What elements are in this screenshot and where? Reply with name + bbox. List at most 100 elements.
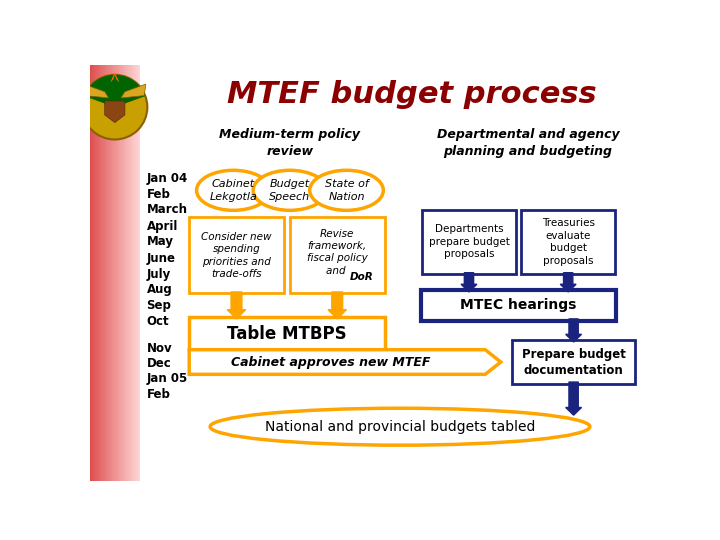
Bar [96, 65, 97, 481]
Bar [103, 65, 104, 481]
Text: March: March [147, 203, 188, 216]
Text: Prepare budget
documentation: Prepare budget documentation [522, 348, 626, 376]
Bar [109, 65, 110, 481]
Circle shape [82, 75, 148, 139]
Bar [134, 65, 135, 481]
Bar [93, 65, 94, 481]
Text: Cabinet approves new MTEF: Cabinet approves new MTEF [230, 355, 430, 368]
Bar [125, 65, 126, 481]
Bar [129, 65, 130, 481]
Bar [97, 65, 98, 481]
Text: Budget
Speech: Budget Speech [269, 179, 310, 201]
Bar [99, 65, 100, 481]
Bar [121, 65, 122, 481]
Polygon shape [104, 101, 125, 123]
Text: Sep: Sep [147, 299, 171, 312]
Text: Nov: Nov [147, 342, 172, 355]
Polygon shape [110, 72, 120, 83]
Bar [107, 65, 108, 481]
Polygon shape [566, 319, 582, 342]
Bar [106, 65, 107, 481]
Text: Cabinet
Lekgotla: Cabinet Lekgotla [210, 179, 257, 201]
Bar [118, 65, 119, 481]
Bar [124, 65, 125, 481]
Bar [100, 65, 101, 481]
Text: Feb: Feb [147, 188, 171, 201]
Bar [108, 65, 109, 481]
Ellipse shape [210, 408, 590, 445]
Polygon shape [189, 350, 500, 374]
Bar [138, 65, 139, 481]
Text: Consider new
spending
priorities and
trade-offs: Consider new spending priorities and tra… [201, 232, 271, 279]
FancyBboxPatch shape [290, 217, 384, 294]
Bar [122, 65, 123, 481]
Bar [91, 65, 92, 481]
Bar [116, 65, 117, 481]
Text: Jan 04: Jan 04 [147, 172, 188, 185]
Bar [98, 65, 99, 481]
Text: July: July [147, 268, 171, 281]
Bar [117, 65, 118, 481]
Bar [128, 65, 129, 481]
Text: June: June [147, 252, 176, 265]
Bar [102, 65, 103, 481]
Text: State of
Nation: State of Nation [325, 179, 369, 201]
Bar [130, 65, 131, 481]
Bar [101, 65, 102, 481]
Polygon shape [121, 84, 145, 98]
Text: Departments
prepare budget
proposals: Departments prepare budget proposals [428, 225, 510, 259]
Bar [94, 65, 96, 481]
Bar [90, 65, 91, 481]
FancyBboxPatch shape [521, 210, 616, 274]
Bar [126, 65, 127, 481]
Bar [113, 65, 114, 481]
Bar [137, 65, 138, 481]
Text: Treasuries
evaluate
budget
proposals: Treasuries evaluate budget proposals [541, 218, 595, 266]
FancyBboxPatch shape [421, 289, 616, 321]
Text: DoR: DoR [350, 272, 374, 282]
Text: Jan 05: Jan 05 [147, 373, 188, 386]
Text: Table MTBPS: Table MTBPS [227, 325, 346, 342]
Bar [104, 65, 106, 481]
Bar [139, 65, 140, 481]
Polygon shape [84, 84, 109, 98]
FancyBboxPatch shape [189, 318, 384, 350]
Bar [112, 65, 113, 481]
FancyBboxPatch shape [422, 210, 516, 274]
Bar [111, 65, 112, 481]
Text: Departmental and agency
planning and budgeting: Departmental and agency planning and bud… [436, 128, 619, 158]
FancyBboxPatch shape [189, 217, 284, 294]
Text: National and provincial budgets tabled: National and provincial budgets tabled [265, 420, 535, 434]
Bar [92, 65, 93, 481]
FancyBboxPatch shape [513, 340, 635, 384]
Polygon shape [228, 292, 246, 319]
Polygon shape [560, 273, 576, 292]
Bar [119, 65, 120, 481]
Text: April: April [147, 220, 178, 233]
Text: Dec: Dec [147, 357, 171, 370]
Text: Feb: Feb [147, 388, 171, 401]
Polygon shape [461, 273, 477, 292]
Ellipse shape [253, 170, 327, 210]
Text: Revise
framework,
fiscal policy
and: Revise framework, fiscal policy and [307, 229, 368, 276]
Bar [114, 65, 116, 481]
Bar [136, 65, 137, 481]
Bar [133, 65, 134, 481]
Text: MTEF budget process: MTEF budget process [227, 79, 596, 109]
Bar [135, 65, 136, 481]
Text: May: May [147, 235, 174, 248]
Bar [127, 65, 128, 481]
Text: Aug: Aug [147, 283, 172, 296]
Polygon shape [328, 292, 346, 319]
Ellipse shape [197, 170, 270, 210]
Bar [132, 65, 133, 481]
Text: Oct: Oct [147, 315, 169, 328]
Text: Medium-term policy
review: Medium-term policy review [220, 128, 361, 158]
Text: MTEC hearings: MTEC hearings [460, 299, 577, 313]
Bar [110, 65, 111, 481]
Ellipse shape [310, 170, 383, 210]
Bar [131, 65, 132, 481]
Bar [123, 65, 124, 481]
Bar [120, 65, 121, 481]
Wedge shape [84, 75, 145, 107]
